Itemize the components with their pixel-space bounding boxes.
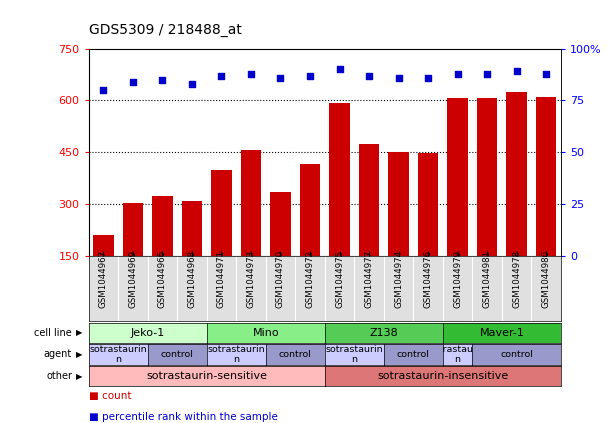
Bar xyxy=(536,97,557,308)
Bar xyxy=(359,144,379,308)
Text: sotrastaurin-insensitive: sotrastaurin-insensitive xyxy=(377,371,508,381)
Point xyxy=(187,80,197,87)
Bar xyxy=(241,150,262,308)
Bar xyxy=(123,203,143,308)
Text: control: control xyxy=(279,350,312,359)
Point xyxy=(453,70,463,77)
Bar xyxy=(270,192,291,308)
Text: sotrastaurin
n: sotrastaurin n xyxy=(207,345,265,364)
Text: ■ percentile rank within the sample: ■ percentile rank within the sample xyxy=(89,412,277,423)
Bar xyxy=(388,151,409,308)
Text: control: control xyxy=(161,350,194,359)
Bar xyxy=(418,153,439,308)
Point xyxy=(305,72,315,79)
Text: sotrastaurin
n: sotrastaurin n xyxy=(326,345,383,364)
Text: agent: agent xyxy=(44,349,72,360)
Text: sotrastaurin-sensitive: sotrastaurin-sensitive xyxy=(146,371,267,381)
Bar xyxy=(329,103,350,308)
Text: GDS5309 / 218488_at: GDS5309 / 218488_at xyxy=(89,23,241,37)
Point xyxy=(128,78,137,85)
Point xyxy=(512,68,522,75)
Point xyxy=(482,70,492,77)
Text: Jeko-1: Jeko-1 xyxy=(131,328,165,338)
Text: control: control xyxy=(397,350,430,359)
Text: Mino: Mino xyxy=(252,328,279,338)
Bar xyxy=(152,197,173,308)
Bar xyxy=(299,165,320,308)
Text: control: control xyxy=(500,350,533,359)
Text: Z138: Z138 xyxy=(370,328,398,338)
Text: other: other xyxy=(46,371,72,381)
Point xyxy=(246,70,256,77)
Point xyxy=(541,70,551,77)
Bar xyxy=(477,98,497,308)
Text: Maver-1: Maver-1 xyxy=(480,328,524,338)
Text: sotrastaurin
n: sotrastaurin n xyxy=(429,345,486,364)
Text: cell line: cell line xyxy=(34,328,72,338)
Text: ▶: ▶ xyxy=(76,328,82,338)
Text: ▶: ▶ xyxy=(76,371,82,381)
Point xyxy=(216,72,226,79)
Text: ■ count: ■ count xyxy=(89,391,131,401)
Point xyxy=(335,66,345,73)
Text: ▶: ▶ xyxy=(76,350,82,359)
Bar xyxy=(181,201,202,308)
Point xyxy=(276,74,285,81)
Point xyxy=(364,72,374,79)
Bar xyxy=(447,98,468,308)
Bar xyxy=(211,170,232,308)
Bar xyxy=(93,235,114,308)
Text: sotrastaurin
n: sotrastaurin n xyxy=(89,345,147,364)
Point xyxy=(423,74,433,81)
Point xyxy=(158,76,167,83)
Point xyxy=(98,87,108,93)
Bar xyxy=(507,92,527,308)
Point xyxy=(393,74,403,81)
